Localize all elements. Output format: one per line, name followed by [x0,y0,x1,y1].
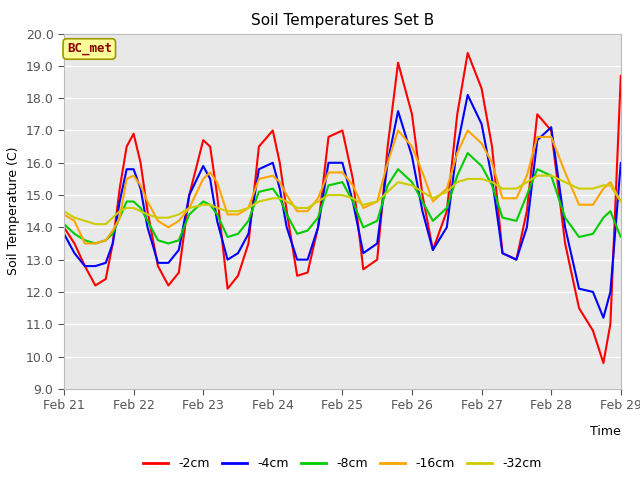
-32cm [384,189,392,195]
-32cm [60,208,68,214]
-8cm [143,218,151,224]
-8cm [373,218,381,224]
-2cm [60,225,68,230]
-8cm [429,218,436,224]
-2cm [360,266,367,272]
-8cm [464,150,472,156]
-32cm [429,195,436,201]
-8cm [255,189,263,195]
-2cm [464,50,472,56]
-2cm [373,257,381,263]
-32cm [349,195,356,201]
Line: -4cm: -4cm [64,95,621,318]
-16cm [394,128,402,133]
-4cm [339,160,346,166]
-8cm [60,221,68,227]
Text: Time: Time [590,425,621,438]
-16cm [60,212,68,217]
Y-axis label: Soil Temperature (C): Soil Temperature (C) [7,147,20,276]
-16cm [373,199,381,204]
Line: -2cm: -2cm [64,53,621,363]
-32cm [534,173,541,179]
-16cm [617,199,625,204]
-2cm [419,192,426,198]
Title: Soil Temperatures Set B: Soil Temperatures Set B [251,13,434,28]
Line: -32cm: -32cm [64,176,621,224]
-4cm [360,250,367,256]
-2cm [617,72,625,78]
Line: -8cm: -8cm [64,153,621,243]
-8cm [92,240,99,246]
-32cm [617,199,625,204]
Text: BC_met: BC_met [67,42,112,56]
-32cm [255,199,263,204]
-2cm [339,128,346,133]
-16cm [384,160,392,166]
-4cm [464,92,472,98]
-2cm [600,360,607,366]
-8cm [349,199,356,204]
-4cm [60,231,68,237]
-4cm [244,231,252,237]
-8cm [617,234,625,240]
-16cm [143,199,151,204]
-8cm [384,182,392,188]
Line: -16cm: -16cm [64,131,621,243]
-16cm [443,186,451,192]
-4cm [617,160,625,166]
-4cm [373,240,381,246]
-32cm [373,199,381,204]
-16cm [255,176,263,182]
-4cm [600,315,607,321]
-32cm [143,212,151,217]
-16cm [81,240,89,246]
-4cm [419,208,426,214]
-2cm [137,160,145,166]
Legend: -2cm, -4cm, -8cm, -16cm, -32cm: -2cm, -4cm, -8cm, -16cm, -32cm [138,452,547,475]
-16cm [349,182,356,188]
-4cm [137,186,145,192]
-2cm [244,240,252,246]
-32cm [92,221,99,227]
